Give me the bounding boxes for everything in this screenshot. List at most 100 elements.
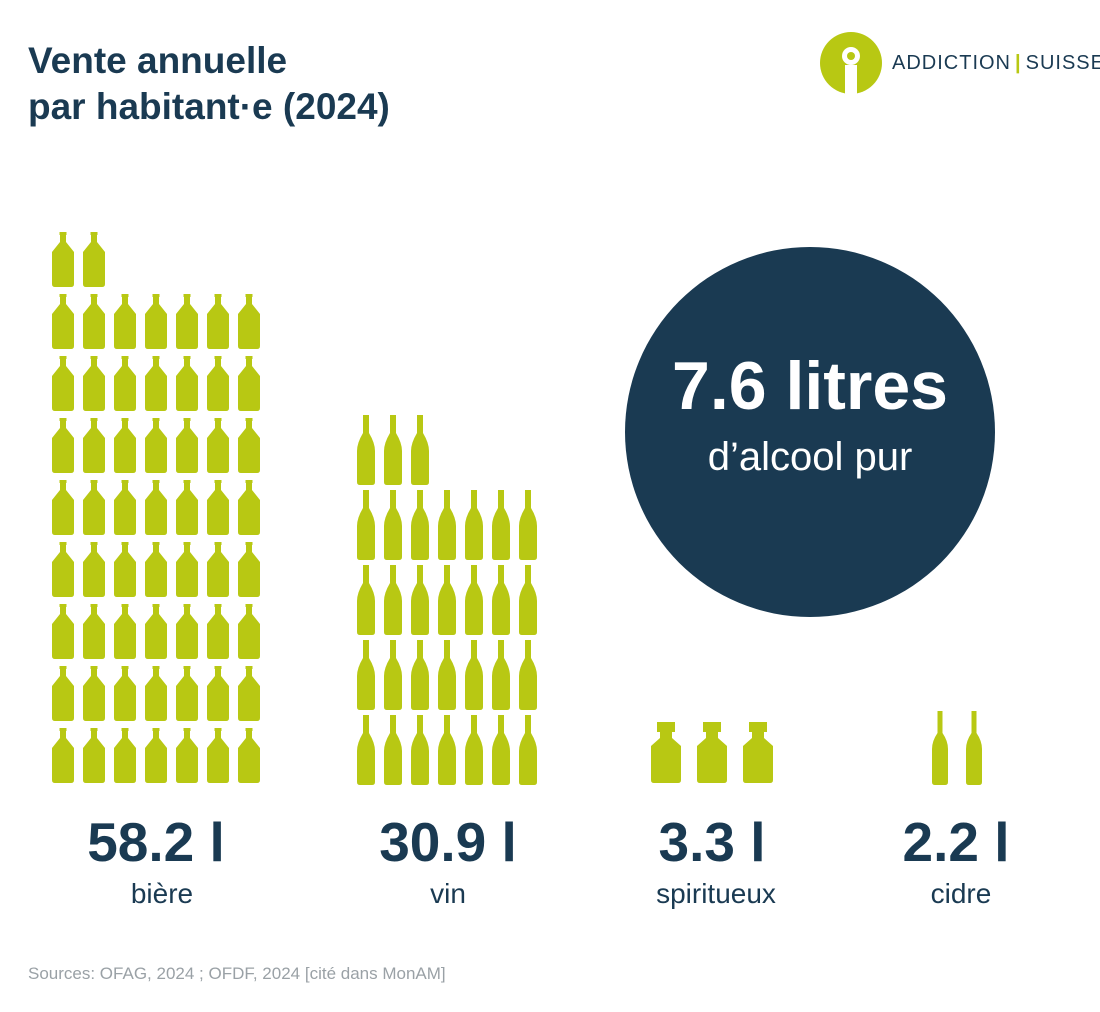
wine-bottle-icon <box>384 490 402 560</box>
beer-bottle-icon <box>207 666 229 721</box>
beer-bottle-icon <box>176 666 198 721</box>
beer-bottle-icon <box>145 666 167 721</box>
wine-bottle-icon <box>384 415 402 485</box>
beer-bottle-icon <box>114 294 136 349</box>
beer-bottle-icon <box>52 294 74 349</box>
beer-bottle-icon <box>207 294 229 349</box>
wine-bottle-icon <box>357 565 375 635</box>
beer-bottle-icon <box>145 418 167 473</box>
wine-bottle-icon <box>492 490 510 560</box>
wine-bottle-icon <box>465 715 483 785</box>
beer-bottle-icon <box>52 418 74 473</box>
wine-bottle-icon <box>438 565 456 635</box>
beer-bottle-icon <box>145 542 167 597</box>
beer-bottle-icon <box>238 356 260 411</box>
beer-bottle-icon <box>238 604 260 659</box>
wine-bottle-icon <box>411 415 429 485</box>
beer-bottle-icon <box>83 418 105 473</box>
addiction-suisse-logo: ADDICTION | SUISSE <box>820 32 1100 94</box>
beer-bottle-icon <box>238 480 260 535</box>
wine-bottle-icon <box>411 565 429 635</box>
beer-bottle-icon <box>114 728 136 783</box>
wine-bottle-icon <box>357 415 375 485</box>
beer-bottle-icon <box>145 728 167 783</box>
beer-bottle-icon <box>83 604 105 659</box>
wine-bottle-icon <box>465 490 483 560</box>
wine-bottle-icon <box>465 565 483 635</box>
beer-bottle-icon <box>83 728 105 783</box>
wine-bottle-icon <box>438 640 456 710</box>
spirits-bottle-icon <box>697 722 727 783</box>
wine-bottle-icon <box>438 490 456 560</box>
wine-bottle-icon <box>384 640 402 710</box>
beer-bottle-icon <box>83 294 105 349</box>
bottle-group-beer <box>52 232 260 783</box>
logo-separator: | <box>1015 52 1022 74</box>
spirits-bottle-icon <box>743 722 773 783</box>
beer-bottle-icon <box>52 480 74 535</box>
spirits-bottle-icon <box>651 722 681 783</box>
beer-bottle-icon <box>238 294 260 349</box>
cider-bottle-icon <box>932 711 948 785</box>
wine-bottle-icon <box>384 715 402 785</box>
source-note: Sources: OFAG, 2024 ; OFDF, 2024 [cité d… <box>28 964 446 983</box>
beer-bottle-icon <box>207 356 229 411</box>
beer-bottle-icon <box>238 666 260 721</box>
logo-text-left: ADDICTION <box>892 52 1011 74</box>
wine-bottle-icon <box>519 715 537 785</box>
total-alcohol-value: 7.6 litres <box>672 348 948 424</box>
wine-bottle-icon <box>411 715 429 785</box>
wine-bottle-icon <box>465 640 483 710</box>
category-label-spiritueux: spiritueux <box>656 878 776 909</box>
total-alcohol-unit: d’alcool pur <box>707 435 913 479</box>
beer-bottle-icon <box>176 728 198 783</box>
value-label-cidre: 2.2 l <box>902 811 1010 873</box>
logo-text-right: SUISSE <box>1025 52 1100 74</box>
beer-bottle-icon <box>114 542 136 597</box>
beer-bottle-icon <box>176 542 198 597</box>
beer-bottle-icon <box>52 542 74 597</box>
wine-bottle-icon <box>492 640 510 710</box>
beer-bottle-icon <box>52 728 74 783</box>
logo-text: ADDICTION | SUISSE <box>892 52 1100 75</box>
wine-bottle-icon <box>438 715 456 785</box>
wine-bottle-icon <box>411 640 429 710</box>
bottle-group-spirits <box>651 722 773 783</box>
beer-bottle-icon <box>83 356 105 411</box>
beer-bottle-icon <box>114 480 136 535</box>
wine-bottle-icon <box>519 640 537 710</box>
beer-bottle-icon <box>114 356 136 411</box>
beer-bottle-icon <box>176 294 198 349</box>
category-label-vin: vin <box>430 878 466 909</box>
beer-bottle-icon <box>207 480 229 535</box>
cider-bottle-icon <box>966 711 982 785</box>
chart-title-line-2: par habitant·e (2024) <box>28 86 390 127</box>
beer-bottle-icon <box>207 418 229 473</box>
beer-bottle-icon <box>238 728 260 783</box>
bottle-group-cider <box>932 711 982 785</box>
beer-bottle-icon <box>52 666 74 721</box>
value-label-vin: 30.9 l <box>379 811 517 873</box>
bottle-group-wine <box>357 415 537 785</box>
beer-bottle-icon <box>176 418 198 473</box>
beer-bottle-icon <box>52 356 74 411</box>
category-label-cidre: cidre <box>930 878 992 909</box>
beer-bottle-icon <box>207 728 229 783</box>
beer-bottle-icon <box>207 542 229 597</box>
wine-bottle-icon <box>519 490 537 560</box>
wine-bottle-icon <box>411 490 429 560</box>
beer-bottle-icon <box>114 418 136 473</box>
beer-bottle-icon <box>238 418 260 473</box>
total-alcohol-circle: 7.6 litres d’alcool pur <box>625 247 995 617</box>
beer-bottle-icon <box>145 604 167 659</box>
beer-bottle-icon <box>83 480 105 535</box>
beer-bottle-icon <box>114 666 136 721</box>
beer-bottle-icon <box>176 604 198 659</box>
beer-bottle-icon <box>83 542 105 597</box>
wine-bottle-icon <box>357 490 375 560</box>
beer-bottle-icon <box>176 480 198 535</box>
value-label-biere: 58.2 l <box>87 811 225 873</box>
beer-bottle-icon <box>145 480 167 535</box>
beer-bottle-icon <box>52 232 74 287</box>
wine-bottle-icon <box>492 565 510 635</box>
